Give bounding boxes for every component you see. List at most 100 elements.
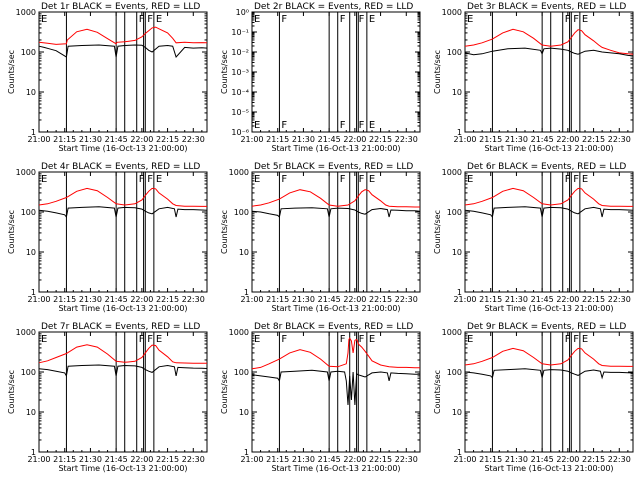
series-line-lld	[251, 337, 420, 370]
x-axis-label: Start Time (16-Oct-13 21:00:00)	[58, 304, 187, 313]
x-tick-label: 21:00	[240, 135, 263, 144]
event-marker-label: F	[573, 14, 579, 25]
chart-title: Det 1r BLACK = Events, RED = LLD	[41, 2, 200, 12]
y-tick-label: 10	[239, 248, 249, 257]
x-axis-label: Start Time (16-Oct-13 21:00:00)	[271, 464, 400, 473]
y-tick-label: 10	[452, 408, 462, 417]
event-marker-label: F	[359, 14, 365, 25]
event-marker-label: E	[156, 14, 162, 25]
event-marker-label: E	[582, 334, 588, 345]
x-tick-label: 21:30	[292, 295, 315, 304]
y-tick-label: 1000	[229, 168, 249, 177]
y-axis-label: Counts/sec	[433, 370, 442, 414]
y-tick-label: 10	[452, 88, 462, 97]
y-tick-label: 1000	[442, 168, 462, 177]
series-line-events	[38, 364, 208, 378]
y-axis-label: Counts/sec	[433, 210, 442, 254]
x-tick-label: 21:30	[505, 135, 528, 144]
event-marker-label-bottom: E	[254, 120, 260, 131]
x-tick-label: 22:30	[182, 455, 205, 464]
event-marker-label: E	[254, 334, 260, 345]
y-tick-label: 100	[447, 368, 462, 377]
x-tick-label: 22:30	[395, 295, 418, 304]
x-tick-label: 22:30	[182, 295, 205, 304]
x-tick-label: 21:45	[318, 455, 341, 464]
y-tick-label: 10⁻³	[231, 68, 249, 77]
series-line-events	[464, 47, 634, 57]
y-axis-label: Counts/sec	[7, 370, 16, 414]
y-tick-label: 1000	[16, 8, 36, 17]
y-tick-label: 10⁻²	[231, 48, 249, 57]
y-tick-label: 100	[21, 208, 36, 217]
series-line-events	[38, 206, 208, 219]
x-tick-label: 21:45	[105, 295, 128, 304]
event-marker-label: E	[41, 14, 47, 25]
series-line-lld	[38, 344, 207, 364]
y-tick-label: 1	[31, 288, 36, 297]
x-tick-label: 21:00	[240, 455, 263, 464]
event-marker-label: F	[139, 14, 145, 25]
y-tick-label: 10⁻¹	[231, 28, 249, 37]
x-tick-label: 22:15	[582, 135, 605, 144]
x-tick-label: 21:00	[453, 135, 476, 144]
x-tick-label: 21:45	[318, 135, 341, 144]
x-axis-label: Start Time (16-Oct-13 21:00:00)	[58, 144, 187, 153]
plot-frame	[251, 171, 421, 293]
event-marker-label: F	[139, 334, 145, 345]
chart-title: Det 2r BLACK = Events, RED = LLD	[254, 2, 413, 12]
x-tick-label: 21:15	[53, 295, 76, 304]
y-tick-label: 1	[457, 448, 462, 457]
event-marker-label: F	[281, 14, 287, 25]
x-tick-label: 21:15	[53, 455, 76, 464]
x-tick-label: 21:45	[318, 295, 341, 304]
plot-frame	[464, 331, 634, 453]
event-marker-label: E	[582, 174, 588, 185]
x-tick-label: 21:15	[479, 295, 502, 304]
event-marker-label: F	[359, 174, 365, 185]
x-tick-label: 21:45	[531, 455, 554, 464]
x-tick-label: 21:00	[453, 295, 476, 304]
plot-frame	[464, 11, 634, 133]
event-marker-label: E	[369, 334, 375, 345]
x-tick-label: 21:00	[240, 295, 263, 304]
plot-frame	[38, 11, 208, 133]
x-tick-label: 22:00	[343, 135, 366, 144]
x-tick-label: 21:45	[105, 455, 128, 464]
x-tick-label: 21:15	[479, 455, 502, 464]
y-tick-label: 1000	[16, 328, 36, 337]
event-marker-label: F	[281, 334, 287, 345]
event-marker-label: F	[573, 334, 579, 345]
event-marker-label: E	[156, 174, 162, 185]
plot-frame	[38, 331, 208, 453]
series-line-lld	[251, 189, 420, 208]
x-tick-label: 22:15	[369, 135, 392, 144]
x-tick-label: 22:00	[130, 295, 153, 304]
event-marker-label: E	[467, 334, 473, 345]
x-tick-label: 22:00	[556, 295, 579, 304]
y-axis-label: Counts/sec	[220, 210, 229, 254]
event-marker-label: E	[467, 14, 473, 25]
x-tick-label: 22:15	[156, 295, 179, 304]
event-marker-label: E	[467, 174, 473, 185]
event-marker-label-bottom: F	[359, 120, 365, 131]
x-axis-label: Start Time (16-Oct-13 21:00:00)	[484, 304, 613, 313]
y-tick-label: 10	[26, 248, 36, 257]
x-tick-label: 22:30	[395, 135, 418, 144]
y-tick-label: 10⁻⁵	[231, 108, 249, 117]
y-tick-label: 10⁰	[236, 8, 249, 17]
x-tick-label: 22:00	[343, 295, 366, 304]
event-marker-label: F	[565, 14, 571, 25]
y-tick-label: 10	[26, 408, 36, 417]
chart-title: Det 7r BLACK = Events, RED = LLD	[41, 322, 200, 332]
y-axis-label: Counts/sec	[220, 50, 229, 94]
event-marker-label-bottom: E	[369, 120, 375, 131]
